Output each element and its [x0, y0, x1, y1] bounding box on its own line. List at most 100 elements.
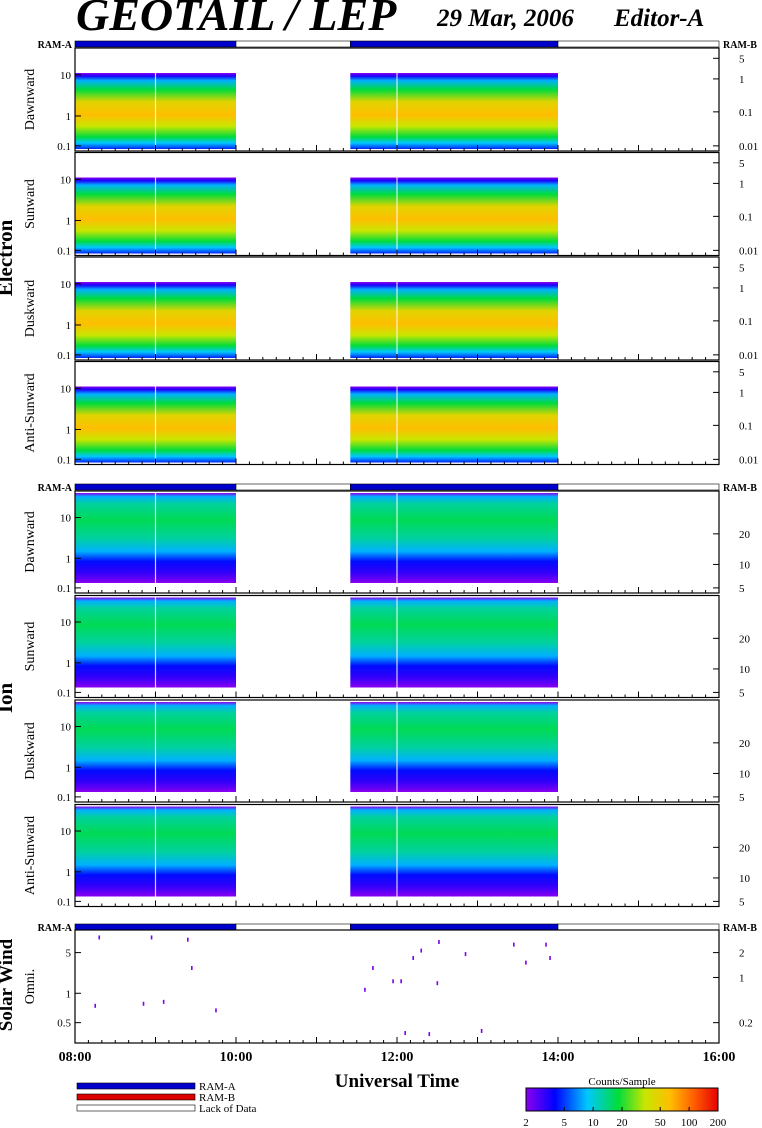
right-tick-label: 20 [739, 738, 751, 750]
panels-layer: RAM-A RAM-B Electron Dawnward 10 1 0.1 5 1 0.1 0.0… [0, 40, 758, 1044]
right-tick-label: 5 [739, 158, 745, 170]
left-tick-label: 0.1 [57, 792, 71, 804]
left-tick-label: 10 [60, 383, 72, 395]
group-label: Electron [0, 219, 17, 296]
left-tick-label: 1 [66, 111, 72, 123]
colorbar: Counts/Sample 2 5 10 20 50 100 200 [523, 1076, 727, 1128]
right-tick-label: 0.01 [739, 141, 758, 153]
right-tick-label: 20 [739, 529, 751, 541]
left-tick-label: 1 [66, 988, 72, 1000]
right-tick-label: 1 [739, 387, 745, 399]
chart-title: GEOTAIL / LEP [76, 0, 397, 40]
solar-wind-point [545, 942, 547, 947]
spectrogram-block [350, 702, 558, 792]
legend-label: RAM-B [199, 1092, 235, 1104]
left-tick-label: 0.1 [57, 687, 71, 699]
right-tick-label: 1 [739, 74, 745, 86]
solar-wind-point [436, 981, 439, 986]
ram-label-right: RAM-B [723, 40, 757, 51]
right-tick-label: 0.1 [739, 316, 753, 328]
left-tick-label: 10 [60, 174, 72, 186]
solar-wind-point [392, 979, 394, 984]
solar-wind-point [438, 940, 440, 945]
solar-wind-point [187, 937, 189, 942]
solar-wind-point [525, 960, 527, 965]
left-tick-label: 0.1 [57, 141, 71, 153]
x-tick-label: 16:00 [703, 1050, 736, 1065]
right-tick-label: 20 [739, 633, 751, 645]
solar-wind-point [98, 935, 101, 940]
right-tick-label: 20 [739, 842, 751, 854]
solar-wind-point [142, 1001, 145, 1006]
solar-wind-point [150, 935, 153, 940]
solar-wind-point [162, 999, 165, 1004]
left-tick-label: 1 [66, 658, 72, 670]
x-tick-label: 14:00 [542, 1050, 575, 1065]
solar-wind-point [513, 942, 515, 947]
right-tick-label: 5 [739, 367, 745, 379]
left-tick-label: 1 [66, 215, 72, 227]
right-tick-label: 10 [739, 664, 751, 676]
right-tick-label: 1 [739, 283, 745, 295]
panel-label: Sunward [23, 179, 38, 229]
mode-bar-segment [557, 923, 720, 931]
left-tick-label: 10 [60, 513, 72, 525]
spectrogram-block [350, 177, 558, 254]
panel-label: Omni. [23, 969, 38, 1004]
left-tick-label: 0.1 [57, 454, 71, 466]
mode-bar-segment [557, 40, 720, 48]
right-tick-label: 10 [739, 873, 751, 885]
right-tick-label: 0.01 [739, 350, 758, 362]
panel-label: Duskward [23, 280, 38, 338]
left-tick-label: 10 [60, 722, 72, 734]
ram-label-left: RAM-A [38, 923, 73, 934]
solar-wind-point [215, 1008, 217, 1013]
group-label: Solar Wind [0, 938, 17, 1031]
mode-bar-segment [74, 40, 237, 48]
solar-wind-point [400, 979, 402, 984]
right-tick-label: 0.1 [739, 420, 753, 432]
spectrogram-block [350, 806, 558, 897]
ram-label-left: RAM-A [38, 483, 73, 494]
right-tick-label: 1 [739, 178, 745, 190]
left-tick-label: 10 [60, 70, 72, 82]
group-label: Ion [0, 683, 17, 714]
colorbar-tick-label: 200 [710, 1117, 727, 1128]
solar-wind-point [412, 956, 414, 961]
left-tick-label: 5 [66, 948, 72, 960]
solar-wind-point [404, 1031, 406, 1036]
left-tick-label: 0.1 [57, 583, 71, 595]
mode-bar-segment [350, 483, 559, 491]
x-tick-label: 12:00 [381, 1050, 414, 1065]
mode-bar-segment [350, 40, 559, 48]
panel-label: Sunward [23, 622, 38, 672]
panel-label: Duskward [23, 722, 38, 780]
right-tick-label: 0.01 [739, 454, 758, 466]
left-tick-label: 10 [60, 617, 72, 629]
solar-wind-point [549, 956, 551, 961]
spectrogram-block [350, 73, 558, 149]
right-tick-label: 0.01 [739, 245, 758, 257]
spectrogram-block [350, 597, 558, 688]
legend-swatch [76, 1082, 196, 1090]
legend-swatch [76, 1093, 196, 1101]
colorbar-tick-label: 50 [655, 1117, 667, 1128]
left-tick-label: 0.1 [57, 350, 71, 362]
solar-wind-point [420, 948, 423, 953]
colorbar-tick-label: 20 [617, 1117, 629, 1128]
panel-frame [74, 929, 720, 1044]
spectrogram-block [350, 386, 558, 463]
spectrogram-block [350, 493, 558, 583]
right-tick-label: 5 [739, 262, 745, 274]
left-tick-label: 1 [66, 867, 72, 879]
mode-bar-segment [235, 483, 351, 491]
colorbar-tick-label: 100 [681, 1117, 698, 1128]
mode-bar-segment [350, 923, 559, 931]
right-tick-label: 5 [739, 583, 745, 595]
right-tick-label: 0.1 [739, 211, 753, 223]
right-tick-label: 5 [739, 687, 745, 699]
solar-wind-point [372, 966, 374, 971]
solar-wind-point [464, 952, 467, 957]
colorbar-title: Counts/Sample [588, 1076, 655, 1088]
mode-bar-segment [235, 923, 351, 931]
